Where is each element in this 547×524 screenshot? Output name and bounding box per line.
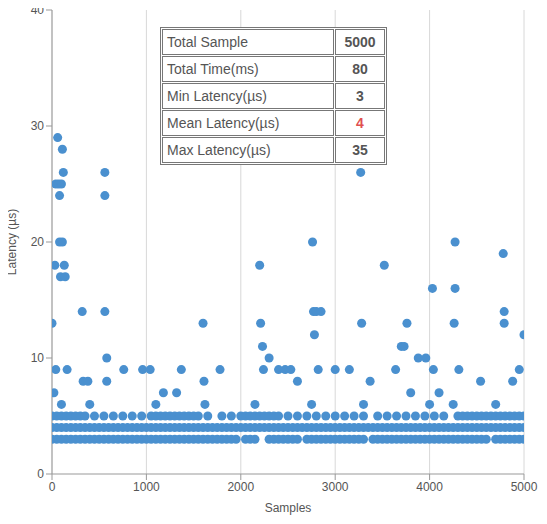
html-text:3: 3 <box>356 88 364 104</box>
html-text:35: 35 <box>352 142 368 158</box>
html-text:Total Time(ms): Total Time(ms) <box>167 61 259 77</box>
svg-text:30: 30 <box>31 119 45 133</box>
svg-text:5000: 5000 <box>511 480 538 494</box>
svg-text:0: 0 <box>37 467 44 481</box>
svg-text:4000: 4000 <box>416 480 443 494</box>
html-text:Min Latency(µs): Min Latency(µs) <box>167 88 267 104</box>
svg-text:40: 40 <box>31 8 45 17</box>
svg-text:3000: 3000 <box>322 480 349 494</box>
html-text:Total Sample: Total Sample <box>167 34 248 50</box>
html-text:80: 80 <box>352 61 368 77</box>
svg-text:2000: 2000 <box>227 480 254 494</box>
svg-text:1000: 1000 <box>133 480 160 494</box>
svg-text:10: 10 <box>31 351 45 365</box>
html-text:5000: 5000 <box>344 34 376 50</box>
svg-text:0: 0 <box>49 480 56 494</box>
svg-text:Latency (µs): Latency (µs) <box>8 209 19 275</box>
html-text:Mean Latency(µs): Mean Latency(µs) <box>167 115 280 131</box>
html-text:4: 4 <box>356 115 364 131</box>
svg-text:Samples: Samples <box>265 501 312 515</box>
html-text:Max Latency(µs): Max Latency(µs) <box>167 142 271 158</box>
svg-text:20: 20 <box>31 235 45 249</box>
